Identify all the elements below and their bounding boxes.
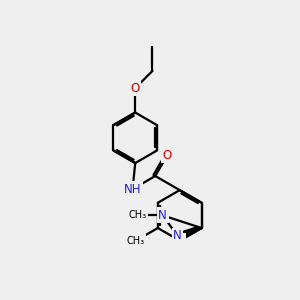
Text: N: N xyxy=(175,234,184,247)
Text: O: O xyxy=(130,82,140,95)
Text: NH: NH xyxy=(124,183,141,196)
Text: O: O xyxy=(163,149,172,162)
Text: N: N xyxy=(158,209,167,222)
Text: CH₃: CH₃ xyxy=(127,236,145,246)
Text: CH₃: CH₃ xyxy=(128,210,146,220)
Text: N: N xyxy=(173,229,182,242)
